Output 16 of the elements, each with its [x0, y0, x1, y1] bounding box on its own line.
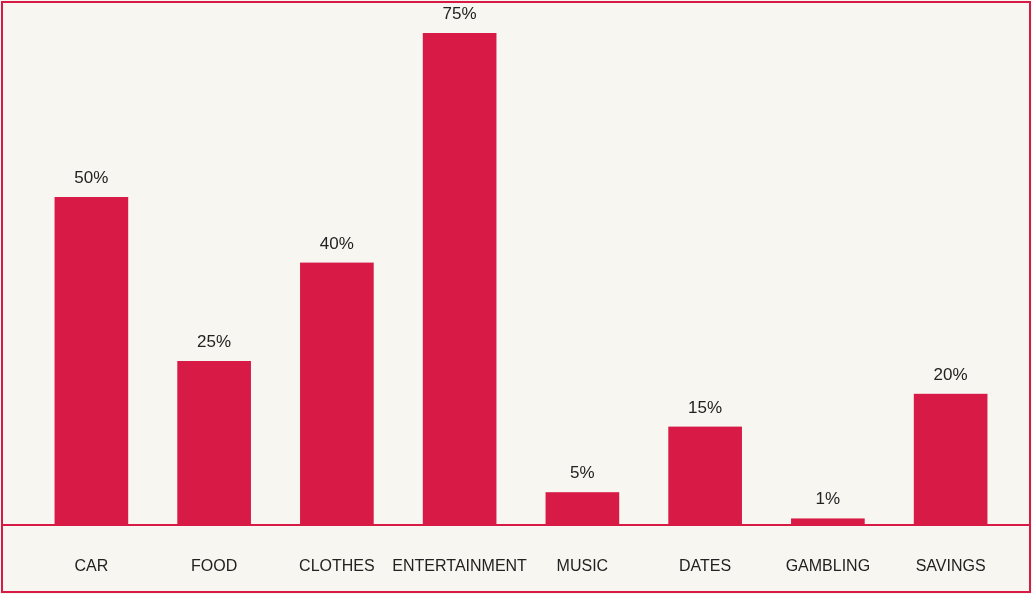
- x-tick-label: SAVINGS: [915, 557, 986, 574]
- x-tick-label: ENTERTAINMENT: [392, 557, 528, 574]
- x-tick-label: CLOTHES: [299, 557, 375, 574]
- data-label: 25%: [197, 332, 232, 351]
- data-label: 1%: [815, 489, 841, 509]
- data-label: 50%: [74, 168, 109, 187]
- x-tick-label: DATES: [679, 557, 732, 574]
- x-tick-label: FOOD: [191, 557, 238, 574]
- data-label: 40%: [319, 233, 354, 253]
- data-label: 15%: [688, 397, 723, 417]
- x-tick-label: GAMBLING: [785, 557, 871, 574]
- data-label: 5%: [570, 463, 595, 483]
- data-label: 20%: [933, 364, 968, 384]
- x-tick-label: CAR: [74, 557, 109, 574]
- x-tick-label: MUSIC: [556, 557, 609, 574]
- data-label: 75%: [442, 4, 477, 23]
